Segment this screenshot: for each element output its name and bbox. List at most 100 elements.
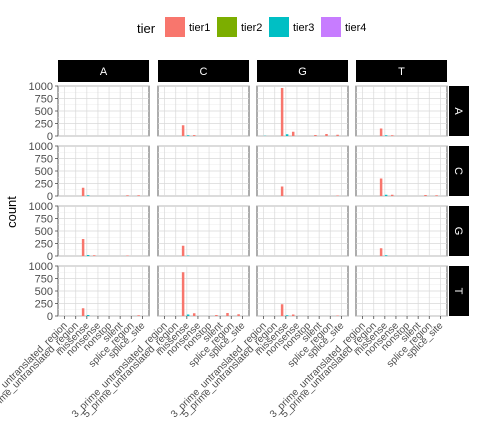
bar-splice_region-tier1 <box>424 195 427 196</box>
y-tick-label: 1000 <box>29 141 53 153</box>
column-strip-label: T <box>398 66 405 78</box>
bar-nonsense-tier1 <box>92 255 96 256</box>
bar-missense-tier1 <box>81 187 85 196</box>
bar-missense-tier1 <box>181 245 185 256</box>
row-strip-label: C <box>452 167 464 175</box>
bar-nonsense-tier1 <box>390 135 394 136</box>
y-tick-label: 1000 <box>29 261 53 273</box>
bar-missense-tier3 <box>86 195 90 196</box>
bar-splice_site-tier1 <box>336 315 339 316</box>
legend-swatch <box>217 17 237 37</box>
y-tick-label: 250 <box>35 239 53 251</box>
legend-item-tier2: tier2 <box>217 17 262 37</box>
row-strip <box>449 266 469 316</box>
panel-C-G <box>256 145 349 197</box>
y-tick-label: 500 <box>35 106 53 118</box>
y-tick-label: 750 <box>35 94 53 106</box>
bar-missense-tier3 <box>384 194 388 196</box>
row-strip-label: A <box>452 107 464 115</box>
panel-C-C <box>157 145 250 197</box>
bar-missense-tier3 <box>384 135 388 136</box>
bar-missense-tier3 <box>285 134 289 136</box>
legend-title: tier <box>137 21 156 36</box>
y-tick-label: 0 <box>47 131 53 143</box>
bar-missense-tier1 <box>379 248 383 256</box>
column-strip-label: A <box>100 66 108 78</box>
row-strip <box>449 206 469 256</box>
bar-splice_region-tier1 <box>126 255 129 256</box>
row-strip <box>449 86 469 136</box>
panel-A-T <box>355 85 448 137</box>
y-tick-label: 500 <box>35 286 53 298</box>
bar-missense-tier3 <box>384 255 388 256</box>
bar-missense-tier3 <box>186 255 190 256</box>
bar-nonsense-tier1 <box>390 194 394 196</box>
y-tick-label: 0 <box>47 311 53 323</box>
bar-splice_site-tier1 <box>137 195 140 196</box>
bar-splice_site-tier1 <box>435 195 438 196</box>
y-tick-label: 750 <box>35 154 53 166</box>
y-tick-label: 750 <box>35 274 53 286</box>
bar-nonsense-tier1 <box>192 135 196 136</box>
bar-nonsense-tier1 <box>192 313 196 316</box>
panel-T-A: 025050075010003_prime_untranslated_regio… <box>0 261 150 420</box>
bar-missense-tier1 <box>280 88 284 136</box>
bar-splice_region-tier1 <box>325 134 328 136</box>
y-tick-label: 0 <box>47 251 53 263</box>
y-tick-label: 1000 <box>29 201 53 213</box>
legend-item-tier3: tier3 <box>269 17 314 37</box>
legend-label: tier3 <box>293 22 314 34</box>
bar-missense-tier3 <box>86 255 90 256</box>
legend-label: tier2 <box>241 22 262 34</box>
bar-splice_site-tier1 <box>336 195 339 196</box>
y-tick-label: 500 <box>35 226 53 238</box>
bar-missense-tier3 <box>285 315 289 316</box>
y-axis-label: count <box>4 196 19 228</box>
column-strip-label: G <box>298 66 307 78</box>
row-strip-label: G <box>452 227 464 236</box>
bar-splice_region-tier1 <box>226 313 229 316</box>
bar-missense-tier1 <box>181 272 185 316</box>
bar-silent-tier1 <box>314 135 317 136</box>
column-strip <box>58 60 149 82</box>
bar-silent-tier1 <box>215 315 218 316</box>
bar-splice_site-tier1 <box>237 314 240 316</box>
column-strip <box>356 60 447 82</box>
y-tick-label: 750 <box>35 214 53 226</box>
panel-G-C <box>157 205 250 257</box>
bar-splice_region-tier1 <box>126 195 129 196</box>
y-tick-label: 250 <box>35 179 53 191</box>
bar-nonsense-tier1 <box>291 131 295 136</box>
bar-missense-tier3 <box>86 315 90 316</box>
panel-G-G <box>256 205 349 257</box>
y-tick-label: 0 <box>47 191 53 203</box>
legend-swatch <box>165 17 185 37</box>
y-tick-label: 500 <box>35 166 53 178</box>
bar-splice_site-tier1 <box>336 134 339 136</box>
y-tick-label: 250 <box>35 299 53 311</box>
y-tick-label: 250 <box>35 119 53 131</box>
legend-swatch <box>321 17 341 37</box>
y-tick-label: 1000 <box>29 81 53 93</box>
bar-nonsense-tier1 <box>291 314 295 316</box>
legend-item-tier1: tier1 <box>165 17 210 37</box>
column-strip <box>257 60 348 82</box>
panel-A-G <box>256 85 349 137</box>
legend-swatch <box>269 17 289 37</box>
legend-label: tier4 <box>345 22 366 34</box>
bar-missense-tier3 <box>186 135 190 136</box>
bar-missense-tier1 <box>379 128 383 136</box>
bar-missense-tier1 <box>379 178 383 196</box>
bar-missense-tier1 <box>81 239 85 256</box>
bar-missense-tier1 <box>280 186 284 196</box>
legend-item-tier4: tier4 <box>321 17 366 37</box>
panel-G-T <box>355 205 448 257</box>
column-strip-label: C <box>200 66 208 78</box>
legend-label: tier1 <box>189 22 210 34</box>
bar-splice_site-tier1 <box>137 315 140 316</box>
row-strip <box>449 146 469 196</box>
